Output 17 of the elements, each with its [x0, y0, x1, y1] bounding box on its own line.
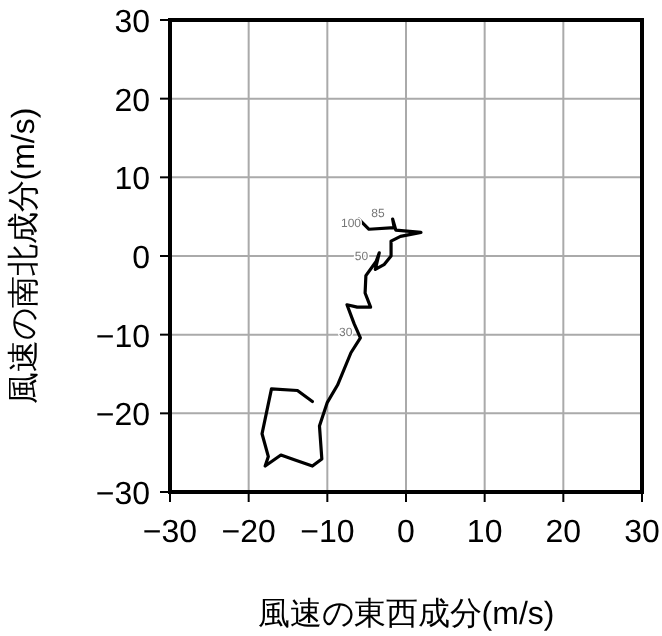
x-tick-label: 10: [466, 516, 503, 550]
x-axis-title: 風速の東西成分(m/s): [257, 596, 555, 632]
y-tick-label: −10: [95, 320, 151, 355]
x-tick-label: −20: [221, 516, 277, 550]
y-tick-label: 10: [114, 163, 151, 198]
y-tick-label: −20: [95, 399, 151, 434]
y-tick-label: 30: [114, 6, 151, 40]
line-series: [260, 217, 423, 468]
y-tick-label: −30: [95, 478, 151, 512]
x-tick-label: 20: [545, 516, 582, 550]
x-tick-label: 0: [397, 516, 416, 550]
y-tick-label: 0: [132, 242, 151, 276]
x-tick-label: 30: [624, 516, 660, 550]
x-tick-label: −30: [142, 516, 198, 550]
y-tick-label: 20: [114, 84, 151, 119]
y-axis-title: 風速の南北成分(m/s): [6, 107, 42, 405]
x-tick-label: −10: [300, 516, 355, 550]
